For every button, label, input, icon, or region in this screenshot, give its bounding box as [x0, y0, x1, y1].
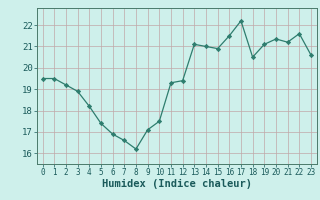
- X-axis label: Humidex (Indice chaleur): Humidex (Indice chaleur): [102, 179, 252, 189]
